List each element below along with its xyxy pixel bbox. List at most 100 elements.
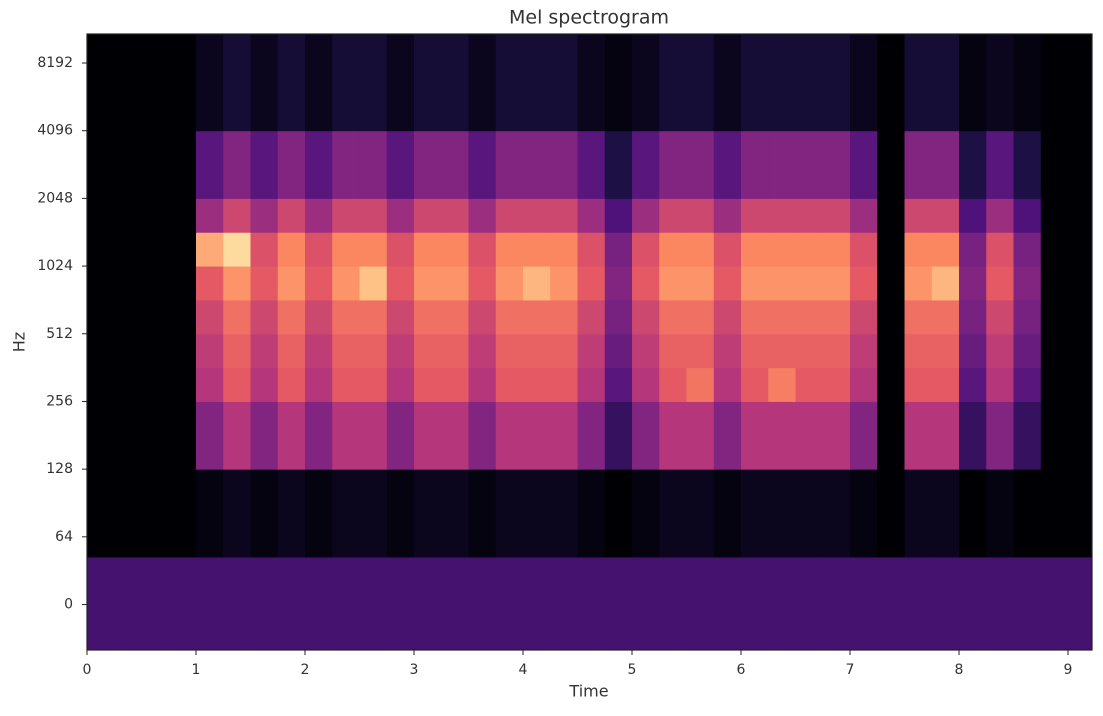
heatmap-cell <box>959 266 987 301</box>
heatmap-cell <box>822 333 851 369</box>
heatmap-cell <box>332 232 361 267</box>
heatmap-cell <box>604 556 633 651</box>
heatmap-cell <box>523 198 551 233</box>
heatmap-cell <box>359 333 388 369</box>
heatmap <box>87 34 1093 651</box>
heatmap-cell <box>441 469 470 558</box>
heatmap-cell <box>1013 232 1042 267</box>
heatmap-cell <box>114 130 143 199</box>
heatmap-cell <box>305 299 333 335</box>
heatmap-cell <box>495 130 524 199</box>
x-tick-label: 5 <box>628 662 637 678</box>
heatmap-cell <box>713 266 742 301</box>
heatmap-cell <box>223 232 252 267</box>
heatmap-cell <box>713 333 742 369</box>
heatmap-cell <box>468 130 497 199</box>
heatmap-cell <box>87 299 115 335</box>
heatmap-cell <box>659 232 688 267</box>
heatmap-cell <box>87 333 115 369</box>
heatmap-cell <box>632 299 660 335</box>
heatmap-cell <box>441 333 470 369</box>
heatmap-cell <box>141 469 170 558</box>
heatmap-cell <box>196 299 224 335</box>
heatmap-cell <box>577 299 606 335</box>
heatmap-cell <box>141 232 170 267</box>
heatmap-cell <box>523 34 551 132</box>
heatmap-cell <box>250 198 279 233</box>
heatmap-cell <box>550 556 579 651</box>
heatmap-cell <box>986 34 1015 132</box>
heatmap-cell <box>768 34 797 132</box>
heatmap-cell <box>196 266 224 301</box>
heatmap-cell <box>768 401 797 470</box>
heatmap-cell <box>386 556 415 651</box>
heatmap-cell <box>141 266 170 301</box>
heatmap-cell <box>1013 333 1042 369</box>
heatmap-cell <box>632 34 660 132</box>
heatmap-cell <box>686 333 715 369</box>
heatmap-cell <box>931 299 960 335</box>
heatmap-cell <box>441 198 470 233</box>
y-axis-label: Hz <box>10 332 29 352</box>
heatmap-cell <box>468 34 497 132</box>
heatmap-cell <box>959 333 987 369</box>
x-tick-label: 7 <box>846 662 855 678</box>
heatmap-cell <box>850 34 878 132</box>
heatmap-cell <box>659 130 688 199</box>
heatmap-cell <box>414 333 442 369</box>
heatmap-cell <box>1040 469 1069 558</box>
heatmap-cell <box>114 401 143 470</box>
heatmap-cell <box>986 232 1015 267</box>
heatmap-cell <box>768 556 797 651</box>
heatmap-cell <box>931 469 960 558</box>
heatmap-cell <box>904 130 933 199</box>
heatmap-cell <box>196 556 224 651</box>
heatmap-cell <box>768 130 797 199</box>
heatmap-cell <box>386 130 415 199</box>
heatmap-cell <box>168 299 197 335</box>
heatmap-cell <box>604 333 633 369</box>
heatmap-cell <box>686 266 715 301</box>
heatmap-cell <box>850 556 878 651</box>
heatmap-cell <box>168 556 197 651</box>
heatmap-cell <box>1068 333 1093 369</box>
x-tick-label: 0 <box>83 662 92 678</box>
heatmap-cell <box>277 367 306 402</box>
heatmap-cell <box>577 130 606 199</box>
heatmap-cell <box>959 299 987 335</box>
heatmap-cell <box>196 367 224 402</box>
heatmap-cell <box>632 367 660 402</box>
heatmap-cell <box>1040 299 1069 335</box>
heatmap-cell <box>741 198 769 233</box>
heatmap-cell <box>822 130 851 199</box>
heatmap-cell <box>359 198 388 233</box>
heatmap-cell <box>604 367 633 402</box>
heatmap-cell <box>332 34 361 132</box>
heatmap-cell <box>468 556 497 651</box>
heatmap-cell <box>877 333 906 369</box>
heatmap-cell <box>1013 198 1042 233</box>
heatmap-cell <box>822 299 851 335</box>
heatmap-cell <box>495 556 524 651</box>
heatmap-cell <box>795 266 824 301</box>
heatmap-cell <box>523 401 551 470</box>
heatmap-cell <box>414 34 442 132</box>
heatmap-cell <box>713 367 742 402</box>
heatmap-cell <box>659 266 688 301</box>
heatmap-cell <box>441 401 470 470</box>
heatmap-cell <box>686 198 715 233</box>
heatmap-cell <box>931 34 960 132</box>
heatmap-cell <box>168 266 197 301</box>
heatmap-cell <box>550 401 579 470</box>
heatmap-cell <box>741 367 769 402</box>
heatmap-cell <box>495 266 524 301</box>
heatmap-cell <box>686 299 715 335</box>
heatmap-cell <box>468 367 497 402</box>
heatmap-cell <box>822 556 851 651</box>
heatmap-cell <box>495 232 524 267</box>
heatmap-cell <box>332 556 361 651</box>
heatmap-cell <box>931 266 960 301</box>
heatmap-cell <box>441 130 470 199</box>
heatmap-cell <box>305 232 333 267</box>
heatmap-cell <box>904 266 933 301</box>
